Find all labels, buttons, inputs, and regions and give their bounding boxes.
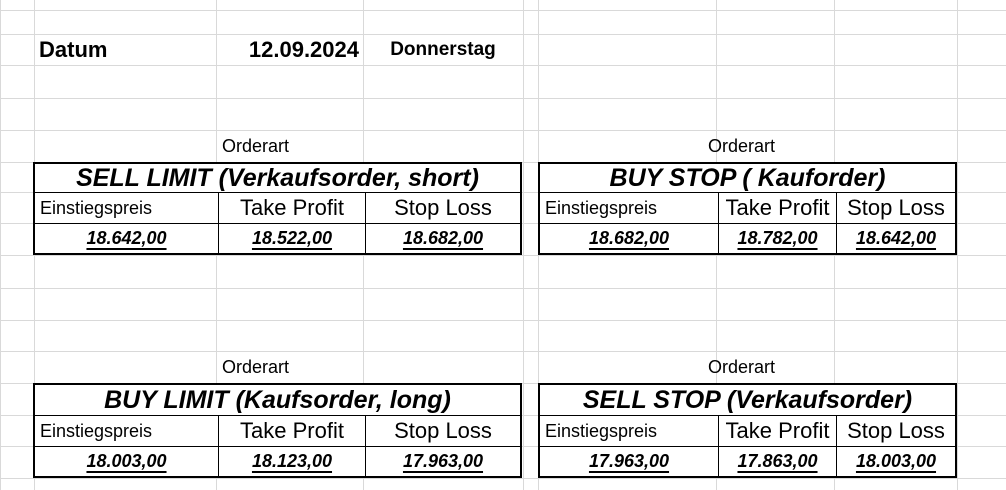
value-stop-loss[interactable]: 18.003,00 — [836, 446, 955, 476]
date-value-cell[interactable]: 12.09.2024 — [248, 36, 359, 62]
value-einstiegspreis[interactable]: 18.682,00 — [540, 223, 718, 253]
order-table-sell-stop: SELL STOP (Verkaufsorder) Einstiegspreis… — [538, 383, 957, 478]
value-take-profit[interactable]: 18.522,00 — [218, 223, 365, 253]
header-einstiegspreis[interactable]: Einstiegspreis — [35, 415, 218, 446]
gridline-v-8 — [957, 0, 958, 490]
header-take-profit[interactable]: Take Profit — [218, 192, 365, 223]
gridline-h-3 — [0, 98, 1006, 99]
value-stop-loss[interactable]: 17.963,00 — [365, 446, 520, 476]
header-take-profit[interactable]: Take Profit — [718, 192, 836, 223]
orderart-label-buy-stop[interactable]: Orderart — [708, 135, 776, 156]
gridline-h-10 — [0, 320, 1006, 321]
value-take-profit[interactable]: 18.123,00 — [218, 446, 365, 476]
datum-label-cell[interactable]: Datum — [39, 36, 108, 62]
value-einstiegspreis[interactable]: 18.003,00 — [35, 446, 218, 476]
header-stop-loss[interactable]: Stop Loss — [365, 192, 520, 223]
table-title-buy-limit[interactable]: BUY LIMIT (Kaufsorder, long) — [104, 385, 451, 414]
gridline-v-0 — [0, 0, 1, 490]
gridline-h-9 — [0, 288, 1006, 289]
value-take-profit[interactable]: 18.782,00 — [718, 223, 836, 253]
gridline-h-8 — [0, 255, 1006, 256]
gridline-h-4 — [0, 130, 1006, 131]
table-title-sell-limit[interactable]: SELL LIMIT (Verkaufsorder, short) — [76, 163, 479, 192]
orderart-label-sell-limit[interactable]: Orderart — [222, 135, 290, 156]
header-stop-loss[interactable]: Stop Loss — [836, 192, 955, 223]
header-take-profit[interactable]: Take Profit — [218, 415, 365, 446]
weekday-cell[interactable]: Donnerstag — [390, 38, 496, 60]
value-take-profit[interactable]: 17.863,00 — [718, 446, 836, 476]
order-table-sell-limit: SELL LIMIT (Verkaufsorder, short) Einsti… — [33, 162, 522, 255]
gridline-h-11 — [0, 351, 1006, 352]
header-einstiegspreis[interactable]: Einstiegspreis — [540, 415, 718, 446]
order-table-buy-stop: BUY STOP ( Kauforder) Einstiegspreis Tak… — [538, 162, 957, 255]
header-take-profit[interactable]: Take Profit — [718, 415, 836, 446]
gridline-h-15 — [0, 478, 1006, 479]
value-stop-loss[interactable]: 18.642,00 — [836, 223, 955, 253]
table-title-buy-stop[interactable]: BUY STOP ( Kauforder) — [609, 163, 886, 192]
value-stop-loss[interactable]: 18.682,00 — [365, 223, 520, 253]
header-einstiegspreis[interactable]: Einstiegspreis — [540, 192, 718, 223]
value-einstiegspreis[interactable]: 18.642,00 — [35, 223, 218, 253]
orderart-label-buy-limit[interactable]: Orderart — [222, 356, 290, 377]
gridline-h-1 — [0, 34, 1006, 35]
table-title-sell-stop[interactable]: SELL STOP (Verkaufsorder) — [582, 385, 913, 414]
gridline-h-2 — [0, 65, 1006, 66]
header-stop-loss[interactable]: Stop Loss — [365, 415, 520, 446]
value-einstiegspreis[interactable]: 17.963,00 — [540, 446, 718, 476]
order-table-buy-limit: BUY LIMIT (Kaufsorder, long) Einstiegspr… — [33, 383, 522, 478]
gridline-v-4 — [523, 0, 524, 490]
orderart-label-sell-stop[interactable]: Orderart — [708, 356, 776, 377]
gridline-h-0 — [0, 10, 1006, 11]
header-stop-loss[interactable]: Stop Loss — [836, 415, 955, 446]
header-einstiegspreis[interactable]: Einstiegspreis — [35, 192, 218, 223]
